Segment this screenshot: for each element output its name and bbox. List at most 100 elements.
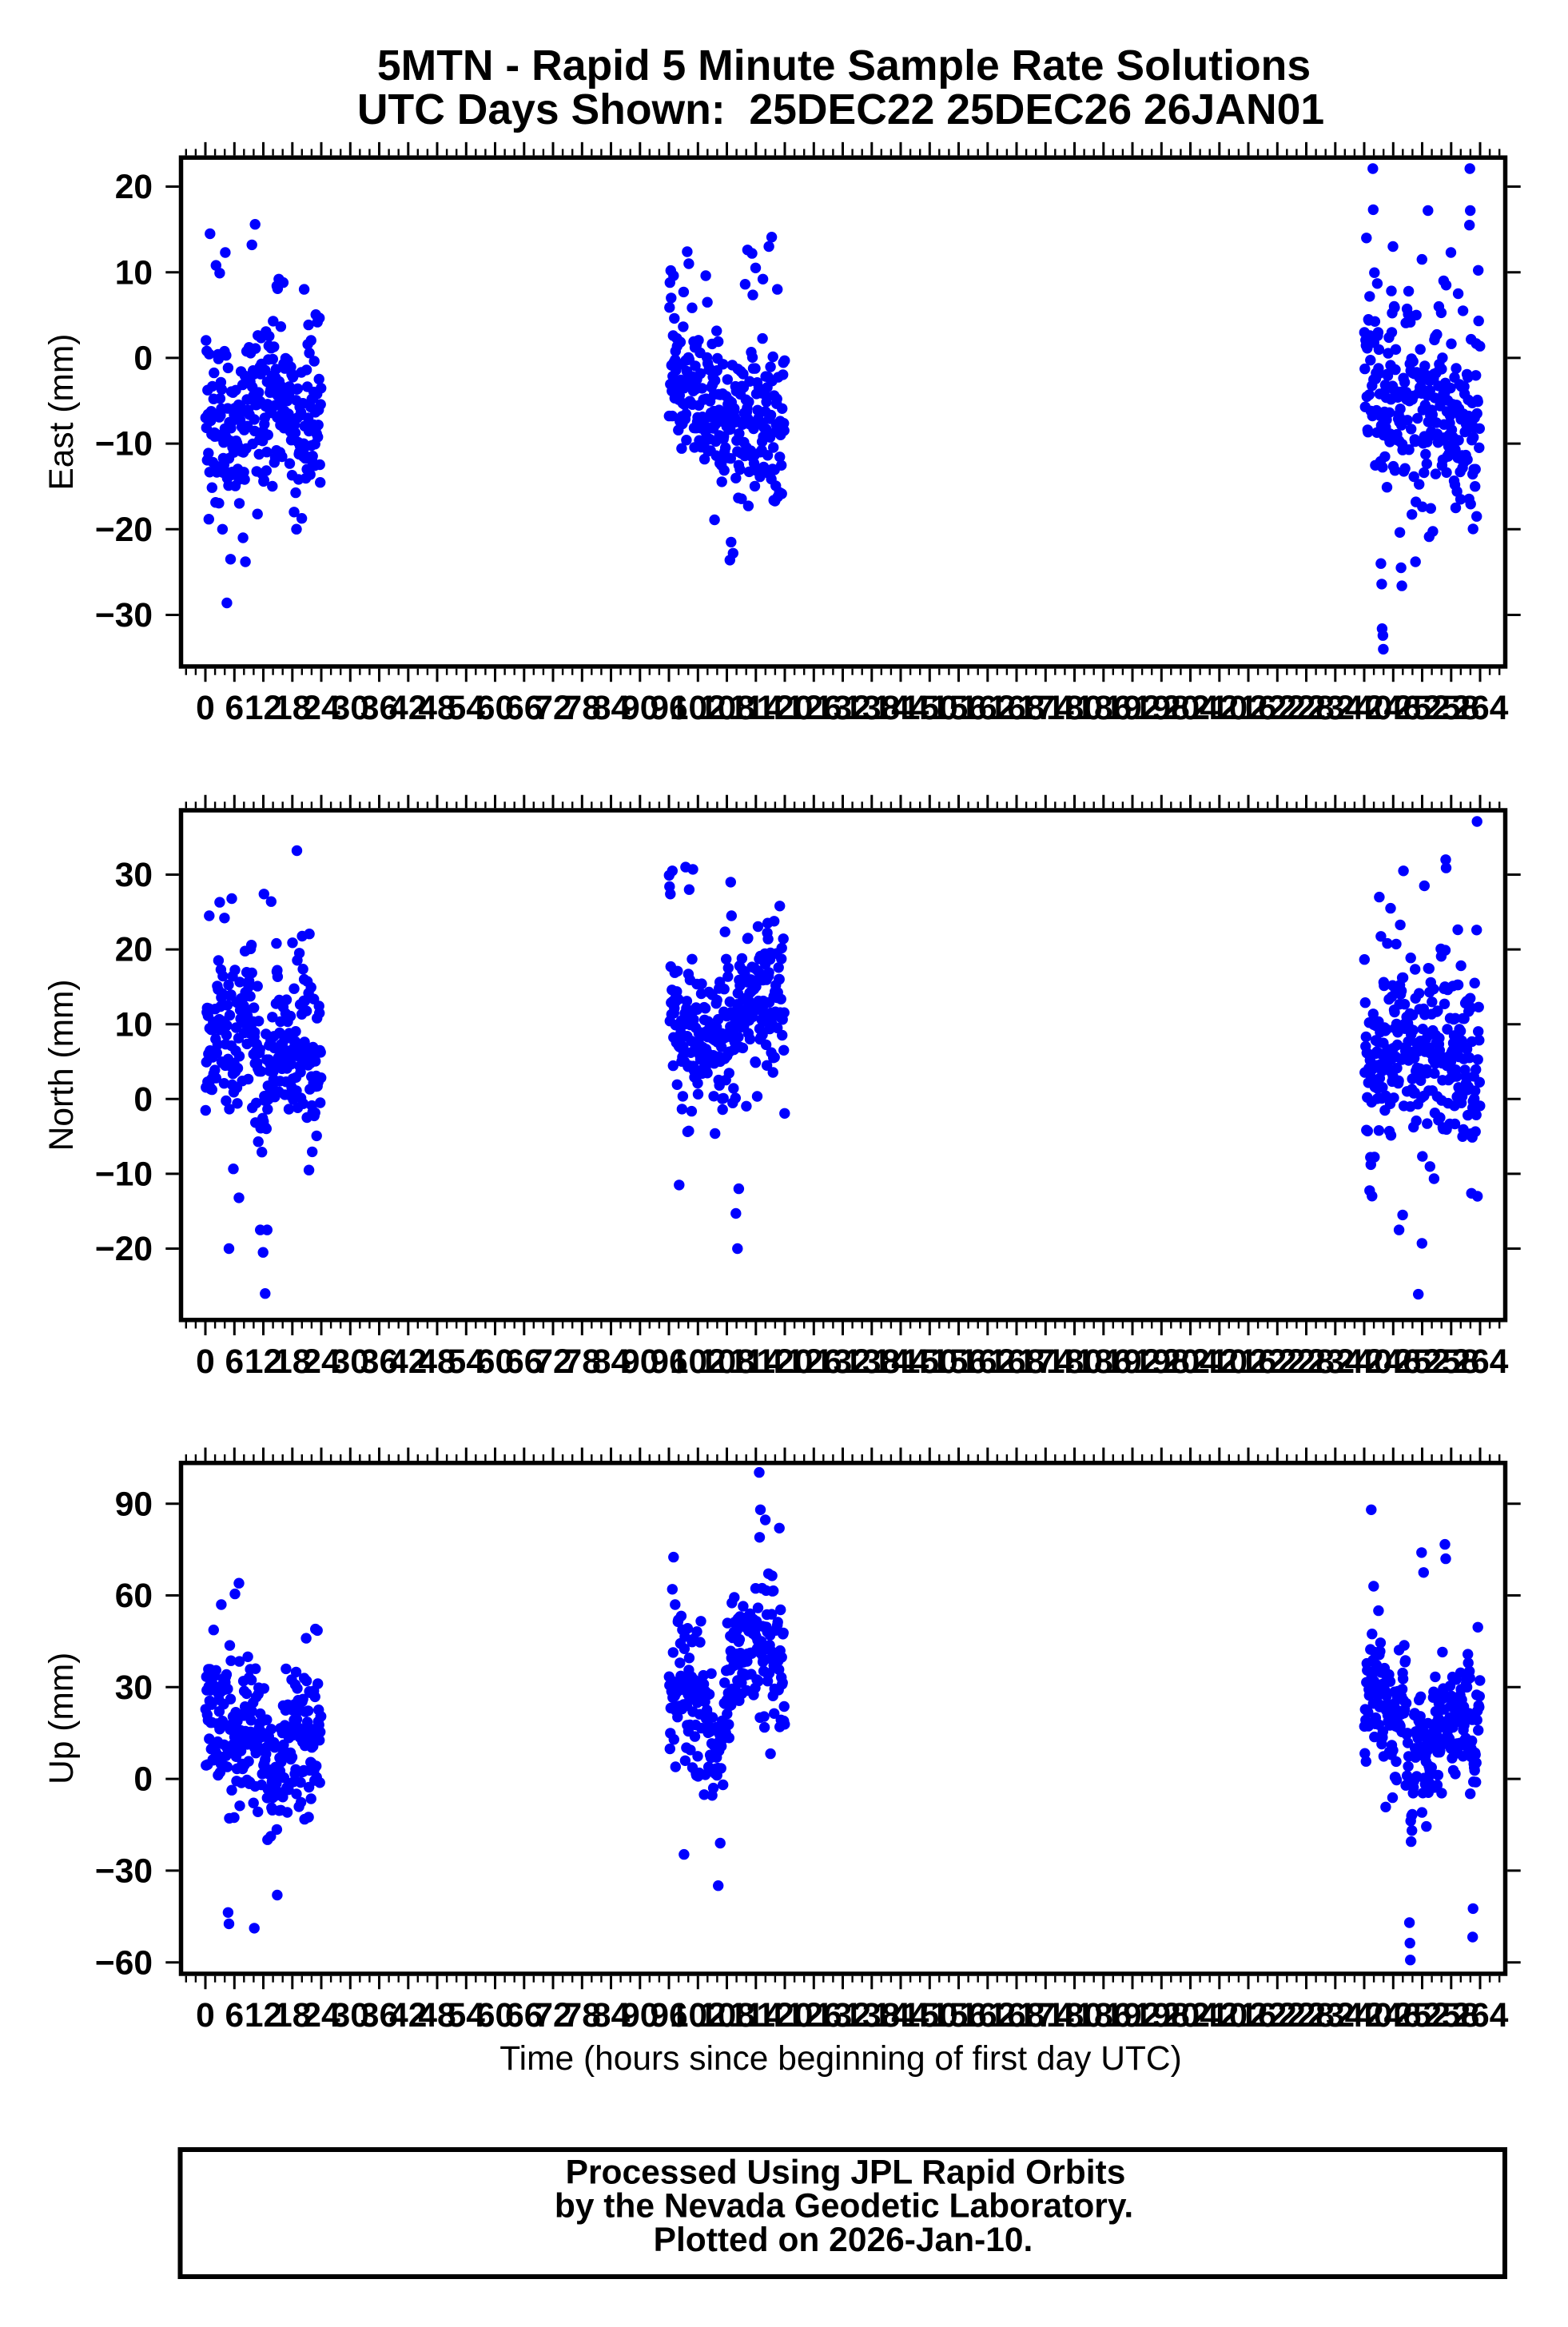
svg-text:East (mm): East (mm) bbox=[43, 334, 81, 491]
svg-text:162: 162 bbox=[959, 690, 1016, 727]
svg-text:120: 120 bbox=[757, 1997, 814, 2035]
svg-text:234: 234 bbox=[1307, 1997, 1363, 2035]
svg-text:60: 60 bbox=[476, 1997, 514, 2035]
svg-text:−60: −60 bbox=[95, 1944, 153, 1982]
svg-text:12: 12 bbox=[245, 1997, 282, 2035]
svg-text:60: 60 bbox=[476, 1343, 514, 1381]
svg-text:72: 72 bbox=[534, 690, 571, 727]
svg-text:252: 252 bbox=[1394, 1343, 1451, 1381]
svg-text:36: 36 bbox=[360, 1997, 398, 2035]
svg-text:84: 84 bbox=[592, 1997, 631, 2035]
svg-text:90: 90 bbox=[115, 1486, 153, 1523]
svg-text:264: 264 bbox=[1452, 1343, 1509, 1381]
svg-text:156: 156 bbox=[930, 1997, 987, 2035]
svg-text:126: 126 bbox=[786, 1343, 842, 1381]
svg-text:174: 174 bbox=[1017, 690, 1074, 727]
svg-text:6: 6 bbox=[225, 1997, 244, 2035]
svg-text:24: 24 bbox=[302, 1343, 340, 1381]
svg-text:66: 66 bbox=[505, 690, 543, 727]
svg-text:6: 6 bbox=[225, 1343, 244, 1381]
svg-text:228: 228 bbox=[1278, 690, 1335, 727]
svg-text:66: 66 bbox=[505, 1343, 543, 1381]
svg-text:258: 258 bbox=[1423, 690, 1479, 727]
svg-text:24: 24 bbox=[302, 1997, 340, 2035]
svg-text:0: 0 bbox=[133, 340, 153, 378]
svg-text:120: 120 bbox=[757, 690, 814, 727]
svg-text:96: 96 bbox=[650, 1997, 687, 2035]
svg-text:180: 180 bbox=[1046, 1343, 1103, 1381]
svg-text:264: 264 bbox=[1452, 1997, 1509, 2035]
svg-text:234: 234 bbox=[1307, 690, 1363, 727]
svg-text:204: 204 bbox=[1162, 690, 1219, 727]
svg-text:54: 54 bbox=[448, 690, 486, 727]
svg-text:222: 222 bbox=[1249, 690, 1306, 727]
svg-text:20: 20 bbox=[115, 932, 153, 969]
svg-text:216: 216 bbox=[1220, 690, 1277, 727]
svg-text:Processed Using JPL Rapid Orbi: Processed Using JPL Rapid Orbits bbox=[566, 2154, 1126, 2191]
svg-text:174: 174 bbox=[1017, 1997, 1074, 2035]
svg-text:186: 186 bbox=[1075, 1343, 1132, 1381]
svg-text:84: 84 bbox=[592, 690, 631, 727]
svg-text:0: 0 bbox=[196, 690, 215, 727]
svg-text:108: 108 bbox=[698, 1997, 755, 2035]
svg-text:96: 96 bbox=[650, 690, 687, 727]
svg-text:138: 138 bbox=[843, 1997, 900, 2035]
svg-text:102: 102 bbox=[670, 1343, 726, 1381]
svg-text:90: 90 bbox=[621, 690, 659, 727]
svg-text:96: 96 bbox=[650, 1343, 687, 1381]
svg-text:12: 12 bbox=[245, 1343, 282, 1381]
svg-text:240: 240 bbox=[1336, 690, 1393, 727]
svg-text:78: 78 bbox=[563, 690, 601, 727]
svg-text:30: 30 bbox=[332, 1997, 369, 2035]
svg-text:168: 168 bbox=[989, 1343, 1045, 1381]
svg-text:120: 120 bbox=[757, 1343, 814, 1381]
svg-text:20: 20 bbox=[115, 169, 153, 206]
svg-text:84: 84 bbox=[592, 1343, 631, 1381]
svg-text:Time (hours since beginning of: Time (hours since beginning of first day… bbox=[499, 2040, 1181, 2078]
svg-text:222: 222 bbox=[1249, 1997, 1306, 2035]
svg-text:30: 30 bbox=[115, 1669, 153, 1707]
svg-text:10: 10 bbox=[115, 1006, 153, 1044]
svg-text:132: 132 bbox=[814, 1997, 871, 2035]
svg-text:114: 114 bbox=[729, 690, 784, 727]
svg-text:156: 156 bbox=[930, 1343, 987, 1381]
svg-text:126: 126 bbox=[786, 690, 842, 727]
svg-text:252: 252 bbox=[1394, 690, 1451, 727]
svg-text:144: 144 bbox=[873, 690, 929, 727]
svg-text:228: 228 bbox=[1278, 1343, 1335, 1381]
svg-text:228: 228 bbox=[1278, 1997, 1335, 2035]
svg-text:192: 192 bbox=[1104, 690, 1161, 727]
svg-text:by the Nevada Geodetic Laborat: by the Nevada Geodetic Laboratory. bbox=[555, 2188, 1133, 2226]
svg-text:150: 150 bbox=[901, 1343, 958, 1381]
svg-text:36: 36 bbox=[360, 690, 398, 727]
svg-text:30: 30 bbox=[332, 690, 369, 727]
svg-text:258: 258 bbox=[1423, 1343, 1479, 1381]
svg-text:Up (mm): Up (mm) bbox=[43, 1653, 81, 1784]
svg-text:90: 90 bbox=[621, 1343, 659, 1381]
svg-text:252: 252 bbox=[1394, 1997, 1451, 2035]
svg-text:258: 258 bbox=[1423, 1997, 1479, 2035]
svg-text:234: 234 bbox=[1307, 1343, 1363, 1381]
svg-text:12: 12 bbox=[245, 690, 282, 727]
svg-text:246: 246 bbox=[1365, 690, 1422, 727]
svg-text:168: 168 bbox=[989, 690, 1045, 727]
svg-text:60: 60 bbox=[115, 1577, 153, 1615]
svg-text:−20: −20 bbox=[95, 1231, 153, 1268]
svg-text:36: 36 bbox=[360, 1343, 398, 1381]
svg-text:78: 78 bbox=[563, 1997, 601, 2035]
svg-text:246: 246 bbox=[1365, 1997, 1422, 2035]
svg-text:−20: −20 bbox=[95, 511, 153, 549]
svg-text:162: 162 bbox=[959, 1343, 1016, 1381]
svg-text:138: 138 bbox=[843, 690, 900, 727]
svg-text:−30: −30 bbox=[95, 597, 153, 634]
svg-text:60: 60 bbox=[476, 690, 514, 727]
svg-text:216: 216 bbox=[1220, 1997, 1277, 2035]
svg-text:72: 72 bbox=[534, 1343, 571, 1381]
svg-text:114: 114 bbox=[729, 1997, 784, 2035]
svg-text:−10: −10 bbox=[95, 426, 153, 463]
svg-text:150: 150 bbox=[901, 690, 958, 727]
svg-text:UTC Days Shown: 25DEC22 25DEC: UTC Days Shown: 25DEC22 25DEC26 26JAN01 bbox=[357, 86, 1324, 133]
svg-text:240: 240 bbox=[1336, 1343, 1393, 1381]
svg-text:138: 138 bbox=[843, 1343, 900, 1381]
svg-text:6: 6 bbox=[225, 690, 244, 727]
